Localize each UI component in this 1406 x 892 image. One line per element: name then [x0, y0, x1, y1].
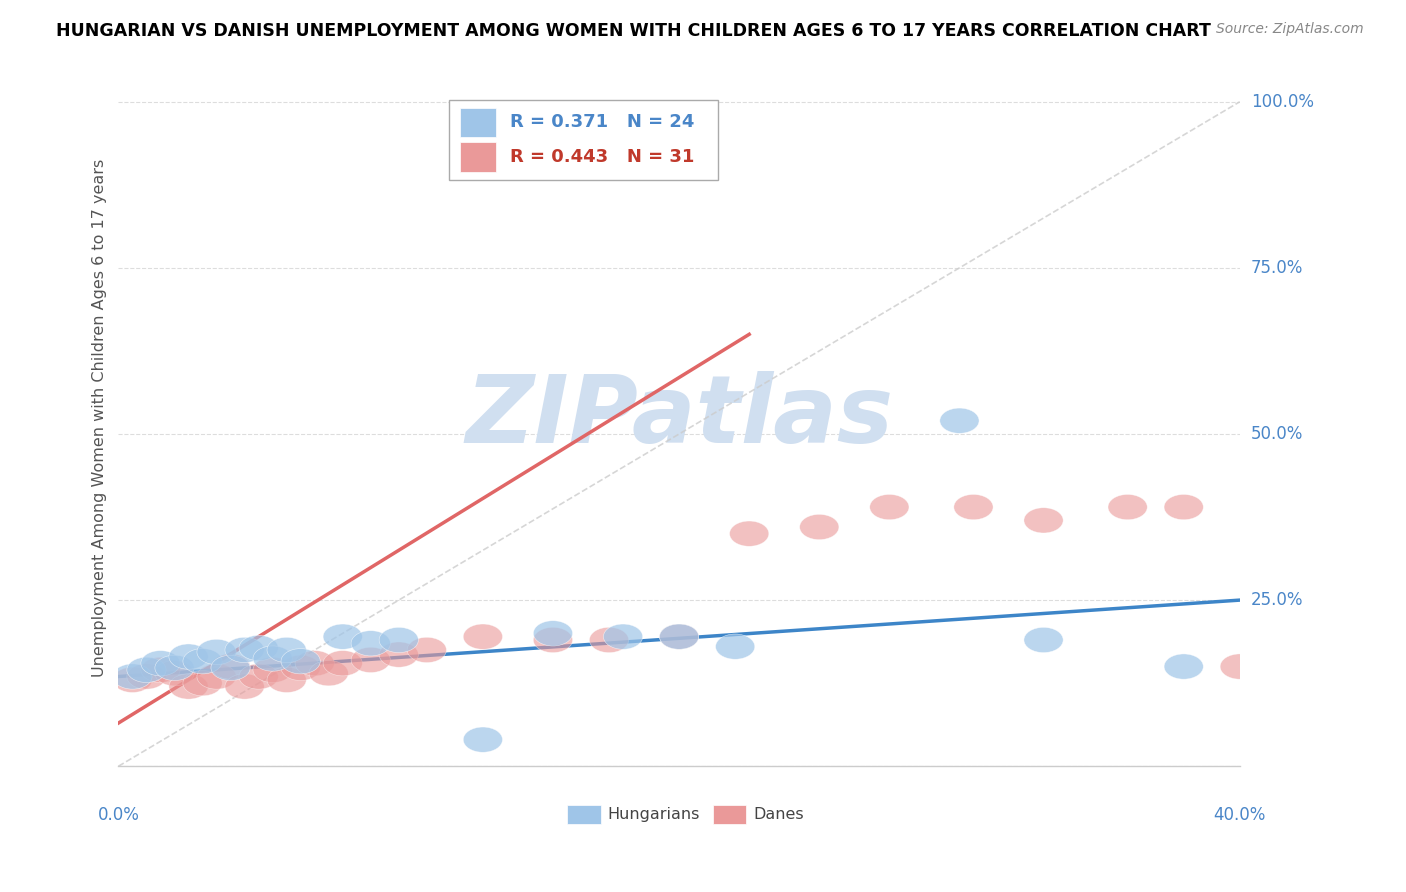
Text: Hungarians: Hungarians — [607, 807, 700, 822]
Text: Source: ZipAtlas.com: Source: ZipAtlas.com — [1216, 22, 1364, 37]
Ellipse shape — [603, 624, 643, 649]
FancyBboxPatch shape — [450, 100, 718, 180]
Ellipse shape — [730, 521, 769, 546]
Text: Danes: Danes — [754, 807, 804, 822]
Ellipse shape — [870, 494, 910, 520]
Ellipse shape — [183, 648, 222, 673]
Ellipse shape — [197, 640, 236, 665]
Ellipse shape — [127, 664, 166, 690]
Ellipse shape — [281, 648, 321, 673]
Ellipse shape — [155, 661, 194, 686]
Ellipse shape — [380, 627, 419, 653]
Ellipse shape — [1108, 494, 1147, 520]
Text: 50.0%: 50.0% — [1251, 425, 1303, 443]
Ellipse shape — [463, 727, 502, 752]
Ellipse shape — [112, 664, 152, 690]
Y-axis label: Unemployment Among Women with Children Ages 6 to 17 years: Unemployment Among Women with Children A… — [93, 158, 107, 676]
FancyBboxPatch shape — [713, 805, 747, 824]
Text: 25.0%: 25.0% — [1251, 591, 1303, 609]
Text: 100.0%: 100.0% — [1251, 93, 1315, 111]
Text: 40.0%: 40.0% — [1213, 806, 1265, 824]
Ellipse shape — [169, 673, 208, 699]
Ellipse shape — [659, 624, 699, 649]
Ellipse shape — [323, 650, 363, 676]
Ellipse shape — [352, 648, 391, 673]
Ellipse shape — [1164, 494, 1204, 520]
Ellipse shape — [169, 644, 208, 669]
Text: HUNGARIAN VS DANISH UNEMPLOYMENT AMONG WOMEN WITH CHILDREN AGES 6 TO 17 YEARS CO: HUNGARIAN VS DANISH UNEMPLOYMENT AMONG W… — [56, 22, 1211, 40]
Ellipse shape — [127, 657, 166, 682]
Ellipse shape — [1164, 654, 1204, 679]
Ellipse shape — [211, 656, 250, 681]
Ellipse shape — [211, 654, 250, 679]
FancyBboxPatch shape — [567, 805, 600, 824]
Ellipse shape — [1024, 508, 1063, 533]
Ellipse shape — [953, 494, 993, 520]
Ellipse shape — [225, 673, 264, 699]
Ellipse shape — [267, 637, 307, 663]
Ellipse shape — [141, 650, 180, 676]
Ellipse shape — [239, 664, 278, 690]
Ellipse shape — [939, 408, 979, 434]
Ellipse shape — [380, 642, 419, 667]
Ellipse shape — [1220, 654, 1260, 679]
FancyBboxPatch shape — [460, 143, 496, 172]
Ellipse shape — [800, 515, 839, 540]
Ellipse shape — [267, 667, 307, 692]
Ellipse shape — [323, 624, 363, 649]
Ellipse shape — [716, 634, 755, 659]
Text: R = 0.443   N = 31: R = 0.443 N = 31 — [510, 148, 695, 166]
Ellipse shape — [533, 627, 572, 653]
Ellipse shape — [295, 650, 335, 676]
Text: R = 0.371   N = 24: R = 0.371 N = 24 — [510, 113, 695, 131]
Ellipse shape — [352, 631, 391, 656]
Ellipse shape — [408, 637, 447, 663]
Ellipse shape — [155, 656, 194, 681]
Text: 75.0%: 75.0% — [1251, 259, 1303, 277]
Ellipse shape — [183, 671, 222, 696]
Ellipse shape — [309, 661, 349, 686]
Ellipse shape — [112, 667, 152, 692]
FancyBboxPatch shape — [460, 108, 496, 136]
Ellipse shape — [281, 656, 321, 681]
Ellipse shape — [659, 624, 699, 649]
Ellipse shape — [253, 646, 292, 671]
Ellipse shape — [253, 657, 292, 682]
Ellipse shape — [589, 627, 628, 653]
Ellipse shape — [533, 621, 572, 646]
Ellipse shape — [225, 637, 264, 663]
Text: 0.0%: 0.0% — [97, 806, 139, 824]
Ellipse shape — [141, 657, 180, 682]
Ellipse shape — [1024, 627, 1063, 653]
Ellipse shape — [239, 635, 278, 661]
Ellipse shape — [197, 664, 236, 690]
Text: ZIPatlas: ZIPatlas — [465, 371, 893, 463]
Ellipse shape — [463, 624, 502, 649]
